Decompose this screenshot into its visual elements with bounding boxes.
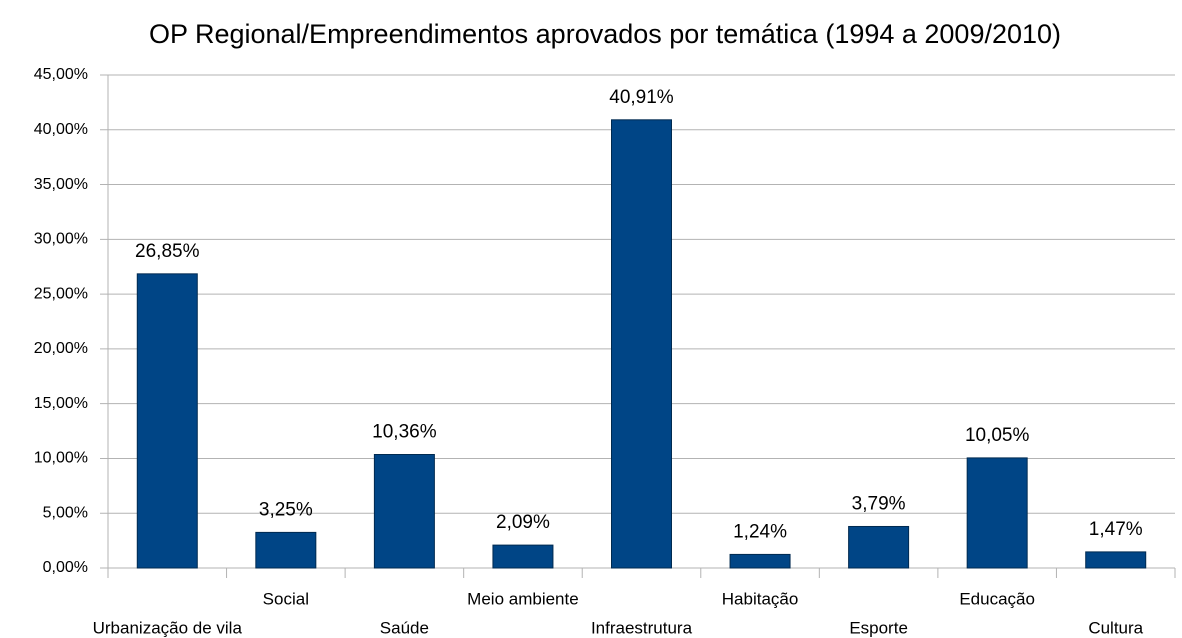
- x-tick-label: Educação: [959, 589, 1035, 608]
- data-label: 2,09%: [496, 512, 550, 533]
- data-label: 26,85%: [135, 241, 200, 262]
- y-tick-label: 35,00%: [34, 176, 88, 193]
- data-label: 3,79%: [852, 493, 906, 514]
- data-label: 40,91%: [609, 87, 674, 108]
- bar: [255, 531, 317, 569]
- y-tick-label: 45,00%: [34, 66, 88, 83]
- y-tick-label: 10,00%: [34, 450, 88, 467]
- chart-title: OP Regional/Empreendimentos aprovados po…: [149, 19, 1061, 49]
- x-tick-label: Urbanização de vila: [93, 618, 243, 637]
- y-tick-label: 5,00%: [43, 504, 88, 521]
- bar: [611, 119, 672, 569]
- bar: [1085, 551, 1147, 569]
- x-tick-label: Saúde: [380, 618, 429, 637]
- bar: [729, 553, 791, 569]
- data-label: 1,24%: [733, 521, 787, 542]
- y-tick-label: 30,00%: [34, 231, 88, 248]
- data-label: 10,05%: [965, 425, 1030, 446]
- x-tick-label: Infraestrutura: [591, 618, 693, 637]
- bar: [136, 273, 198, 569]
- data-label: 1,47%: [1089, 519, 1143, 540]
- bar: [848, 525, 910, 569]
- y-tick-label: 15,00%: [34, 395, 88, 412]
- y-tick-label: 20,00%: [34, 340, 88, 357]
- y-tick-label: 0,00%: [43, 559, 88, 576]
- bar: [373, 454, 435, 569]
- x-tick-label: Habitação: [722, 589, 799, 608]
- data-label: 3,25%: [259, 499, 313, 520]
- y-tick-label: 25,00%: [34, 285, 88, 302]
- x-tick-label: Esporte: [849, 618, 908, 637]
- y-tick-label: 40,00%: [34, 121, 88, 138]
- bar: [492, 544, 554, 569]
- data-label: 10,36%: [372, 422, 437, 443]
- x-tick-label: Meio ambiente: [467, 589, 579, 608]
- bar: [966, 457, 1028, 569]
- x-tick-label: Cultura: [1088, 618, 1143, 637]
- x-tick-label: Social: [263, 589, 309, 608]
